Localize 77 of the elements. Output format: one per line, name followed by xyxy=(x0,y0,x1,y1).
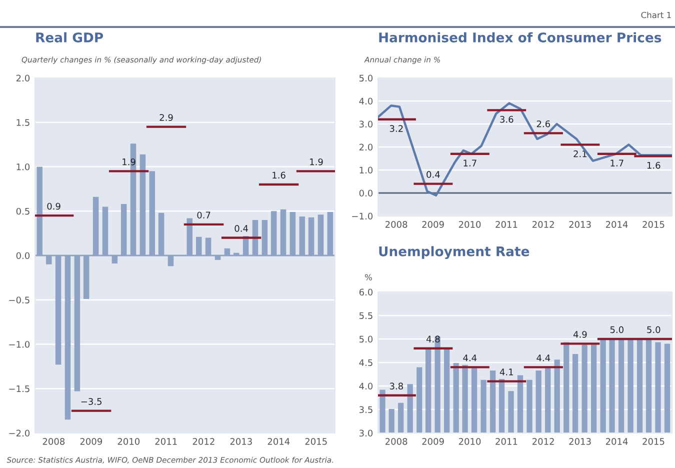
data-label: 0.7 xyxy=(197,212,210,219)
data-label: 0.9 xyxy=(47,202,60,210)
x-tick-label: 2014 xyxy=(268,438,290,445)
x-tick-label: 2012 xyxy=(192,438,214,445)
chart-title: Real GDP xyxy=(36,32,104,42)
x-tick-label: 2011 xyxy=(155,438,177,445)
x-tick-label: 2008 xyxy=(385,438,408,445)
x-tick-label: 2009 xyxy=(422,438,444,445)
x-tick-label: 2014 xyxy=(606,438,628,445)
y-tick-label: 0.0 xyxy=(16,252,30,260)
x-tick-label: 2012 xyxy=(532,438,554,445)
data-label: 5.0 xyxy=(610,326,624,334)
x-tick-label: 2014 xyxy=(606,221,628,228)
data-label: 2.9 xyxy=(160,114,173,121)
data-label: 4.8 xyxy=(426,336,440,342)
x-tick-label: 2013 xyxy=(569,221,591,228)
data-label: 4.9 xyxy=(573,330,587,338)
data-label: 3.2 xyxy=(390,125,403,132)
x-tick-label: 2015 xyxy=(642,438,664,445)
line-series xyxy=(378,102,672,196)
data-label: 1.9 xyxy=(122,158,136,166)
y-axis-title: % xyxy=(364,274,372,280)
x-tick-label: 2008 xyxy=(42,438,65,445)
y-tick-label: −1.5 xyxy=(9,385,30,392)
data-label: 4.1 xyxy=(500,368,513,376)
x-tick-label: 2010 xyxy=(118,438,140,445)
y-tick-label: 3.5 xyxy=(359,406,372,414)
data-label: 1.7 xyxy=(464,160,476,166)
x-tick-label: 2009 xyxy=(422,221,444,228)
y-tick-label: 6.0 xyxy=(359,288,373,296)
x-tick-label: 2013 xyxy=(569,438,591,445)
y-tick-label: 2.0 xyxy=(16,74,30,82)
y-tick-label: 3.0 xyxy=(359,120,373,128)
x-tick-label: 2010 xyxy=(458,438,481,445)
caption: Chart 1 xyxy=(641,12,671,18)
x-tick-label: 2011 xyxy=(496,438,518,445)
y-tick-label: 1.0 xyxy=(360,166,373,174)
y-tick-label: 4.5 xyxy=(359,359,372,366)
y-tick-label: −0.5 xyxy=(9,296,30,304)
y-tick-label: 1.0 xyxy=(16,163,30,170)
chart-title: Unemployment Rate xyxy=(379,246,530,259)
x-tick-label: 2008 xyxy=(385,221,408,228)
x-tick-label: 2015 xyxy=(305,438,327,445)
chart-title: Harmonised Index of Consumer Prices xyxy=(379,32,662,42)
data-label: 2.6 xyxy=(536,120,550,128)
data-label: 4.4 xyxy=(463,354,477,362)
y-tick-label: 1.5 xyxy=(16,119,30,126)
x-tick-label: 2012 xyxy=(532,221,554,228)
data-label: 3.8 xyxy=(390,382,403,390)
data-label: 1.7 xyxy=(610,160,624,166)
y-tick-label: 5.5 xyxy=(359,312,372,320)
y-tick-label: 0.5 xyxy=(16,208,30,215)
data-label: 5.0 xyxy=(647,326,660,334)
y-tick-label: 2.0 xyxy=(359,144,373,151)
data-label: 4.4 xyxy=(536,354,550,362)
y-tick-label: −1.0 xyxy=(352,212,373,220)
x-tick-label: 2013 xyxy=(230,438,252,445)
data-label: 1.6 xyxy=(647,162,660,169)
x-tick-label: 2010 xyxy=(458,221,481,228)
x-tick-label: 2009 xyxy=(80,438,102,445)
data-label: −3.5 xyxy=(81,398,102,405)
data-label: 0.4 xyxy=(426,171,440,178)
data-label: 1.6 xyxy=(272,172,286,179)
y-tick-label: −1.0 xyxy=(9,340,30,348)
data-label: 0.4 xyxy=(234,225,248,232)
y-tick-label: 5.0 xyxy=(359,74,373,82)
y-tick-label: 4.0 xyxy=(359,382,373,390)
data-label: 3.6 xyxy=(500,116,514,123)
y-tick-label: 0.0 xyxy=(359,190,373,197)
data-label: 2.1 xyxy=(574,150,587,158)
y-tick-label: 3.0 xyxy=(359,430,373,437)
x-tick-label: 2011 xyxy=(496,221,518,228)
y-tick-label: 5.0 xyxy=(359,336,373,343)
y-tick-label: −2.0 xyxy=(9,430,30,437)
data-label: 1.9 xyxy=(310,158,323,166)
y-tick-label: 4.0 xyxy=(359,98,373,105)
x-tick-label: 2015 xyxy=(642,221,664,228)
